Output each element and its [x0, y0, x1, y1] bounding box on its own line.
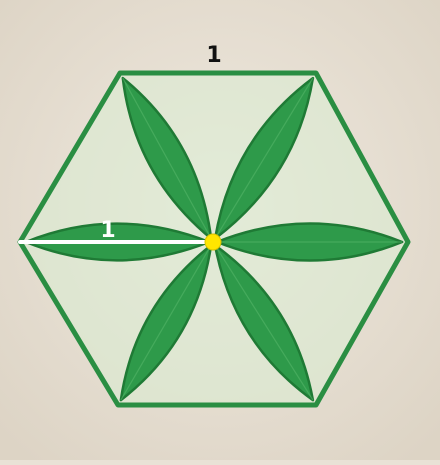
- petal-bottom-left-vein: [120, 244, 212, 401]
- center-point: [204, 233, 222, 251]
- petal-top-right-vein: [214, 77, 314, 239]
- petal-top-left-vein: [122, 77, 212, 239]
- radius-length-label: 1: [100, 218, 115, 243]
- petal-bottom-right-vein: [214, 244, 314, 401]
- petal-group: [24, 76, 404, 402]
- top-side-length-label: 1: [206, 43, 221, 68]
